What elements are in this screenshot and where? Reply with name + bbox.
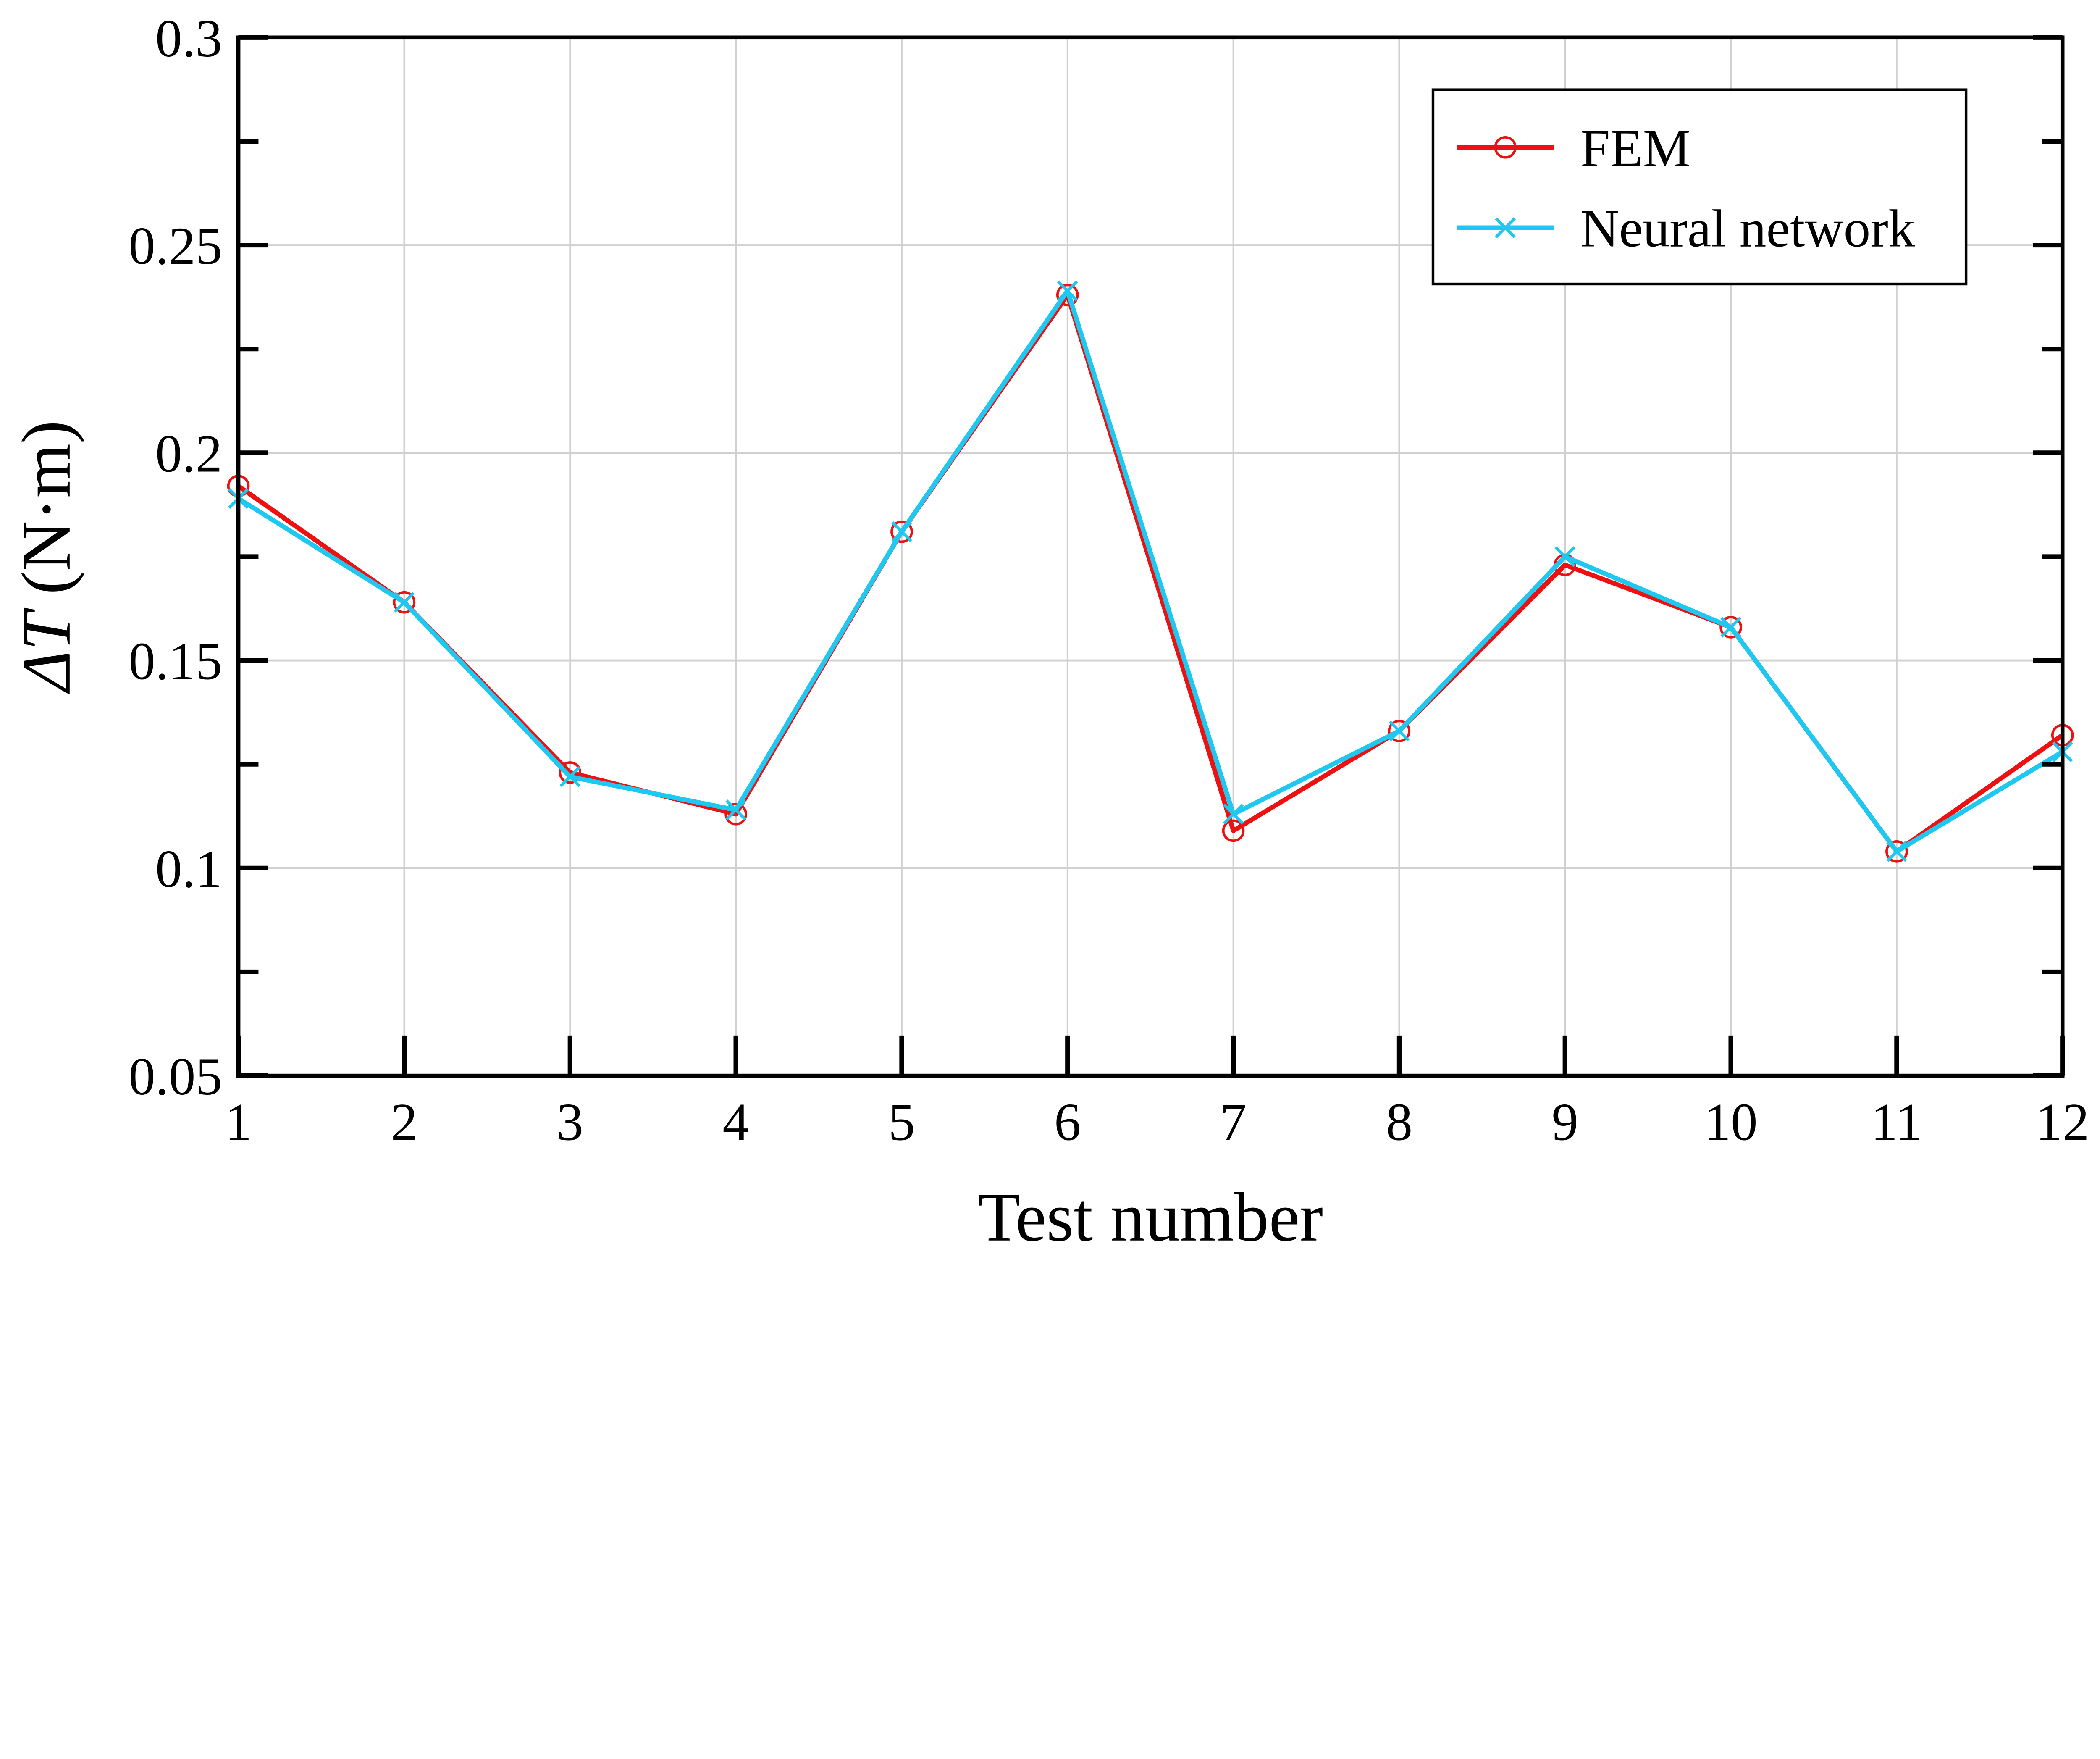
data-point-x [1886, 841, 1907, 862]
data-point-circle [724, 803, 747, 826]
legend: FEM Neural network [1431, 88, 1968, 286]
data-point-circle [1056, 284, 1079, 306]
data-point-circle [559, 761, 582, 784]
x-tick-label: 6 [1054, 1092, 1081, 1152]
y-axis-label: ΔT (N·m) [8, 421, 85, 694]
data-point-x [559, 766, 581, 787]
y-tick-label: 0.2 [155, 423, 222, 483]
x-tick-label: 8 [1386, 1092, 1413, 1152]
x-tick-label: 1 [225, 1092, 252, 1152]
data-point-x [891, 521, 912, 542]
data-point-circle [1885, 840, 1908, 863]
data-point-x [1495, 217, 1516, 238]
y-tick-label: 0.05 [129, 1046, 222, 1106]
legend-item: Neural network [1457, 199, 1915, 258]
data-point-x [1554, 546, 1576, 567]
legend-items: FEM Neural network [1457, 118, 1915, 258]
data-point-x [1057, 280, 1078, 302]
y-axis-symbol: ΔT [8, 608, 85, 694]
x-axis-label: Test number [978, 1178, 1323, 1254]
data-point-circle [1719, 616, 1742, 639]
data-point-x [1223, 804, 1244, 825]
legend-box [1431, 88, 1968, 286]
data-point-x [725, 799, 746, 820]
x-tick-label: 10 [1704, 1092, 1758, 1152]
data-point-circle [1494, 136, 1517, 159]
y-tick-label: 0.25 [129, 216, 222, 276]
series-layer [227, 280, 2074, 863]
y-tick-label: 0.1 [155, 839, 222, 899]
data-point-circle [1222, 819, 1245, 842]
line-chart: 1 2 3 4 5 6 7 8 9 10 11 120.050.10.150.20.250.3 Tes… [8, 8, 2090, 1254]
x-tick-label: 7 [1220, 1092, 1247, 1152]
data-point-x [1389, 720, 1410, 741]
x-tick-label: 5 [888, 1092, 915, 1152]
x-tick-label: 2 [391, 1092, 418, 1152]
legend-item: FEM [1457, 118, 1690, 178]
data-point-circle [890, 520, 913, 543]
ticks: 1 2 3 4 5 6 7 8 9 10 11 120.050.10.150.20.250.3 [129, 8, 2089, 1152]
data-point-circle [1388, 720, 1411, 742]
data-point-circle [393, 591, 416, 614]
data-point-x [1720, 617, 1741, 638]
series-fem [227, 284, 2074, 863]
y-tick-label: 0.3 [155, 8, 222, 68]
y-tick-label: 0.15 [129, 631, 222, 691]
x-tick-label: 12 [2036, 1092, 2090, 1152]
x-tick-label: 4 [722, 1092, 749, 1152]
x-tick-label: 9 [1551, 1092, 1578, 1152]
series-line [237, 292, 2064, 854]
series-neural-network [228, 280, 2073, 862]
legend-label: FEM [1580, 118, 1690, 178]
x-tick-label: 3 [556, 1092, 583, 1152]
x-tick-label: 11 [1871, 1092, 1922, 1152]
legend-label: Neural network [1580, 199, 1915, 258]
series-line [237, 288, 2064, 854]
data-point-x [394, 592, 415, 613]
y-axis-unit: (N·m) [8, 421, 85, 612]
